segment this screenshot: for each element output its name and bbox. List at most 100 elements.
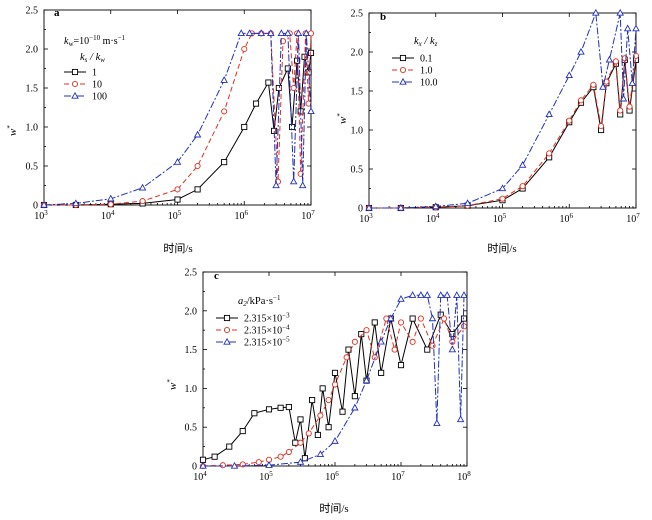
data-point: [518, 160, 527, 168]
data-point: [302, 29, 311, 37]
legend-item: 2.315×10−3: [216, 312, 290, 325]
data-point: [387, 314, 395, 322]
data-point: [441, 315, 448, 322]
data-point: [239, 428, 246, 435]
legend-item: 2.315×10−5: [216, 336, 290, 349]
data-point: [598, 123, 605, 130]
data-point: [448, 345, 457, 353]
y-tick-label: 2.0: [351, 48, 364, 59]
data-point: [173, 157, 182, 165]
x-tick-label: 107: [391, 470, 405, 483]
x-tick-label: 104: [426, 212, 440, 225]
legend-marker: [71, 68, 79, 76]
data-point: [139, 198, 146, 205]
data-point: [460, 315, 468, 322]
legend-label: 1.0: [420, 66, 433, 77]
data-point: [443, 291, 451, 298]
data-point: [292, 439, 299, 446]
data-point: [241, 45, 248, 53]
y-tick-label: 0: [358, 204, 363, 215]
data-point: [305, 430, 312, 437]
data-point: [628, 79, 637, 86]
x-tick-label: 106: [560, 212, 574, 225]
data-point: [294, 29, 303, 37]
y-tick-label: 0: [192, 462, 197, 473]
data-point: [255, 459, 262, 466]
data-point: [565, 71, 574, 79]
panel-c-series-1: [199, 315, 468, 470]
data-point: [436, 291, 445, 298]
data-point: [174, 186, 181, 193]
data-point: [226, 443, 233, 450]
y-tick-label: 2.5: [351, 9, 364, 20]
data-point: [331, 437, 339, 444]
y-tick-label: 2.5: [26, 6, 39, 17]
data-point: [265, 79, 272, 86]
data-point: [417, 315, 424, 322]
data-point: [397, 319, 405, 326]
data-point: [498, 184, 507, 192]
data-point: [599, 82, 607, 90]
data-point: [237, 29, 245, 37]
panel-c-xlabel: 时间/s: [319, 502, 348, 515]
panel-a-legend-title: ks / kw: [80, 52, 105, 64]
data-point: [297, 416, 304, 423]
data-point: [314, 431, 321, 439]
data-point: [391, 346, 398, 353]
data-point: [577, 97, 585, 104]
data-point: [245, 29, 254, 37]
data-point: [343, 354, 350, 361]
y-tick-label: 2.0: [26, 45, 39, 56]
data-point: [433, 419, 441, 426]
y-tick-label: 2.5: [185, 268, 198, 279]
x-tick-label: 104: [101, 209, 115, 222]
series-line: [202, 316, 465, 467]
data-point: [577, 47, 585, 55]
data-point: [316, 450, 325, 458]
x-tick-label: 107: [301, 209, 315, 222]
panel-c-legend: a2/kPa·s−1 2.315×10−32.315×10−42.315×10−…: [216, 294, 290, 349]
panel-b-legend-title: kx / kz: [414, 36, 438, 48]
panel-a-series-2: [40, 29, 315, 208]
data-point: [377, 337, 385, 345]
x-tick-label: 103: [359, 212, 373, 225]
legend-marker: [223, 337, 231, 345]
y-tick-label: 1.0: [185, 384, 198, 395]
data-point: [566, 117, 573, 124]
data-point: [40, 200, 48, 208]
data-point: [409, 338, 416, 345]
data-point: [619, 94, 628, 102]
data-point: [351, 393, 358, 400]
x-tick-label: 103: [34, 209, 48, 222]
data-point: [397, 295, 405, 302]
legend-marker: [223, 326, 231, 334]
data-point: [317, 412, 324, 419]
data-point: [230, 461, 239, 469]
legend-marker: [71, 91, 79, 99]
data-point: [319, 385, 326, 392]
panel-b-legend: kx / kz 0.11.010.0: [392, 36, 438, 89]
data-point: [408, 291, 417, 298]
data-point: [194, 186, 201, 193]
data-point: [106, 194, 115, 202]
data-point: [298, 181, 307, 189]
legend-label: 2.315×10−5: [244, 336, 290, 349]
y-tick-label: 1.0: [26, 123, 39, 134]
data-point: [351, 338, 358, 345]
data-point: [277, 29, 286, 37]
data-point: [362, 376, 371, 384]
data-point: [72, 199, 80, 207]
panel-c-series-2: [199, 291, 468, 469]
x-tick-label: 104: [193, 470, 207, 483]
data-point: [331, 369, 339, 376]
data-point: [616, 8, 624, 16]
panel-c-legend-title: a2/kPa·s−1: [238, 294, 281, 308]
data-point: [546, 150, 553, 157]
legend-item: 1: [64, 68, 97, 79]
legend-item: 100: [64, 92, 107, 103]
x-tick-label: 105: [493, 212, 507, 225]
legend-marker: [223, 314, 231, 322]
panel-a-axes: 0 0.5 1.0 1.5 2.0 2.5 103 104 105 106 107: [26, 6, 316, 223]
